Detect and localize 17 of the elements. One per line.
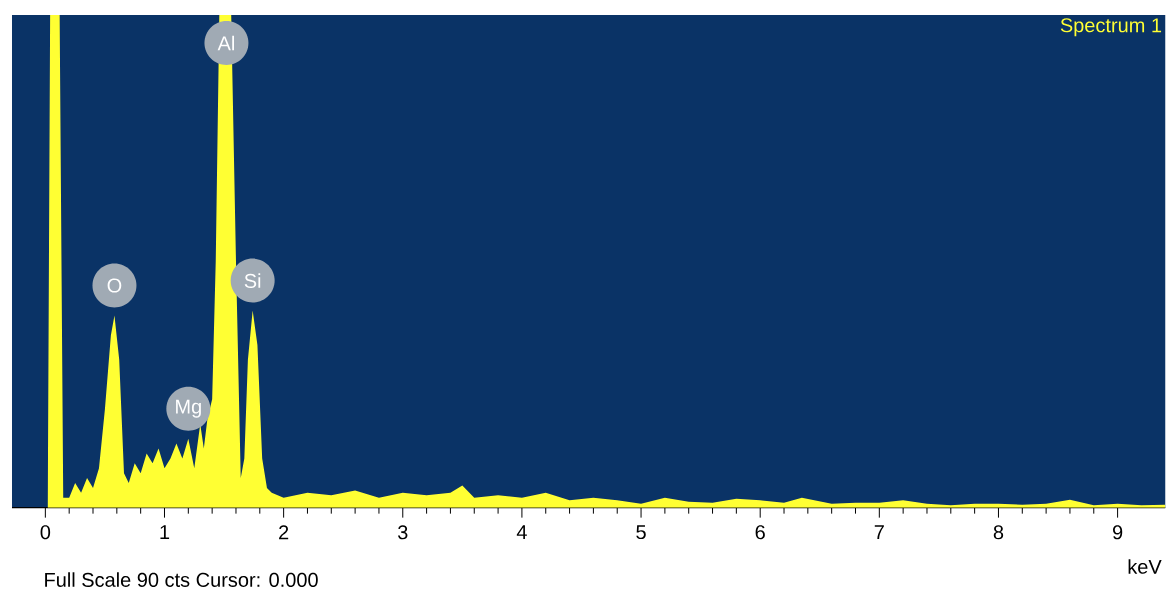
- x-tick-label: 2: [279, 525, 289, 540]
- x-tick-label: 0: [40, 525, 51, 540]
- annotation: O: [107, 278, 122, 293]
- text: Spectrum 1: [1060, 18, 1162, 37]
- x-tick-label: 6: [755, 525, 765, 540]
- annotation: Si: [244, 273, 261, 289]
- x-tick-label: 5: [636, 525, 646, 540]
- text: Full Scale 90 cts Cursor: 0.000: [45, 572, 318, 588]
- x-tick-label: 9: [1112, 525, 1123, 540]
- x-tick-label: 3: [397, 525, 408, 540]
- x-tick-label: 1: [160, 525, 170, 540]
- x-axis-title: keV: [1128, 559, 1162, 575]
- x-tick-label: 7: [874, 525, 884, 540]
- x-tick-label: 4: [516, 525, 527, 540]
- annotation: Al: [217, 35, 234, 51]
- x-tick-label: 8: [993, 525, 1004, 540]
- annotation: Mg: [176, 399, 201, 418]
